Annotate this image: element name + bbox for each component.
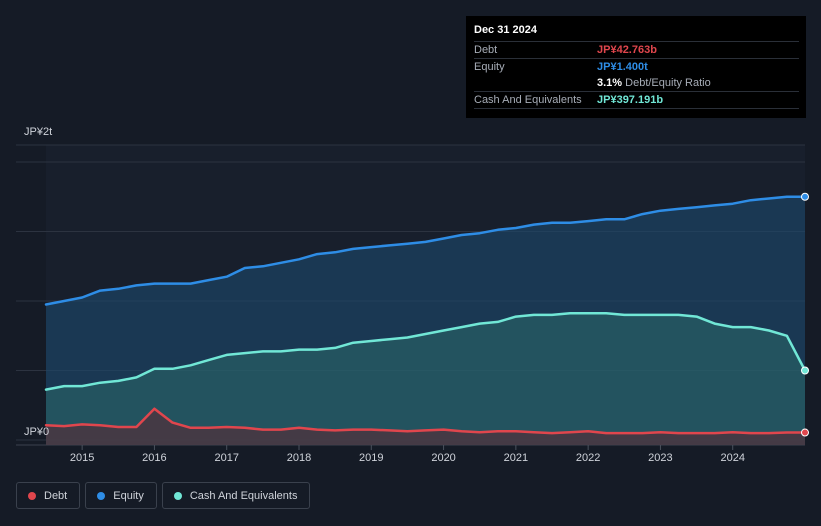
tooltip-ratio-value: 3.1% (597, 77, 623, 89)
x-tick-label-2018: 2018 (287, 452, 311, 464)
legend-item-debt[interactable]: Debt (16, 482, 81, 509)
tooltip-cash-label: Cash And Equivalents (474, 94, 582, 106)
y-axis-tick-label-bottom: JP¥0 (24, 426, 49, 438)
legend-item-equity[interactable]: Equity (85, 482, 157, 509)
tooltip-row-equity: Equity JP¥1.400t (474, 58, 799, 75)
area-cash (46, 313, 805, 445)
area-debt (46, 408, 805, 445)
end-markers (801, 192, 809, 437)
x-tick-label-2023: 2023 (648, 452, 672, 464)
x-tick-label-2020: 2020 (431, 452, 455, 464)
tooltip-equity-value: JP¥1.400t (597, 61, 648, 73)
legend-cash-dot-icon (173, 491, 182, 500)
tooltip-row-ratio: 3.1% Debt/Equity Ratio (474, 75, 799, 91)
line-cash (44, 311, 807, 391)
tooltip-cash-value: JP¥397.191b (597, 94, 664, 106)
legend-cash-label: Cash And Equivalents (189, 489, 298, 502)
legend-item-cash[interactable]: Cash And Equivalents (161, 482, 311, 509)
chart-legend: Debt Equity Cash And Equivalents (16, 482, 311, 509)
end-marker-debt (801, 428, 809, 437)
tooltip-row-cash: Cash And Equivalents JP¥397.191b (474, 91, 799, 109)
x-tick-label-2024: 2024 (720, 452, 744, 464)
x-tick-label-2021: 2021 (504, 452, 528, 464)
tooltip-equity-label: Equity (474, 61, 505, 73)
legend-equity-label: Equity (113, 489, 144, 502)
x-tick-label-2017: 2017 (214, 452, 238, 464)
x-tick-label-2016: 2016 (142, 452, 166, 464)
tooltip-row-debt: Debt JP¥42.763b (474, 41, 799, 58)
x-tick-label-2022: 2022 (576, 452, 600, 464)
legend-equity-dot-icon (97, 491, 106, 500)
series-areas (46, 196, 805, 445)
line-equity (44, 195, 807, 306)
tooltip-ratio-label: Debt/Equity Ratio (625, 77, 711, 89)
legend-debt-label: Debt (44, 489, 68, 502)
x-tick-label-2015: 2015 (70, 452, 94, 464)
line-debt (44, 407, 807, 435)
x-tick-label-2019: 2019 (359, 452, 383, 464)
tooltip-panel: Dec 31 2024 Debt JP¥42.763b Equity JP¥1.… (466, 16, 806, 118)
end-marker-equity (801, 192, 809, 201)
tooltip-debt-label: Debt (474, 44, 498, 56)
tooltip-debt-value: JP¥42.763b (597, 44, 657, 56)
series-lines (44, 195, 807, 435)
x-axis-ticks: 2015 2016 2017 2018 2019 2020 2021 2022 2023 2024 (70, 445, 745, 464)
y-axis-tick-label-top: JP¥2t (24, 126, 52, 138)
legend-debt-dot-icon (28, 491, 36, 500)
tooltip-date: Dec 31 2024 (474, 24, 537, 36)
end-marker-cash (801, 366, 809, 375)
